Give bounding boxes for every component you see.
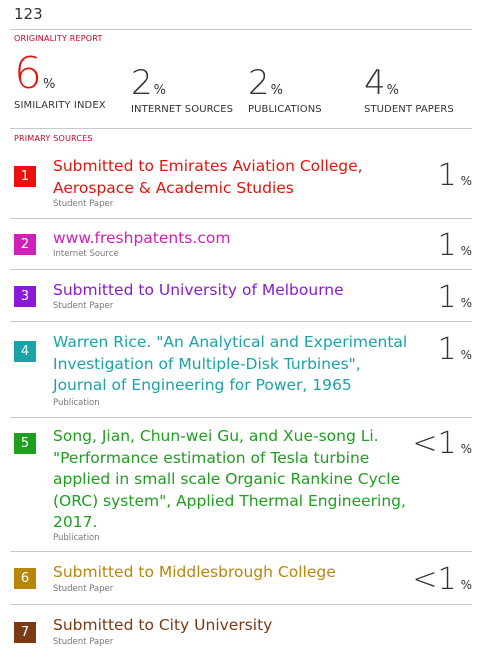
source-percentage: <1 % xyxy=(412,426,472,461)
source-title[interactable]: Warren Rice. "An Analytical and Experime… xyxy=(53,333,408,394)
divider-primary xyxy=(10,128,472,129)
student-papers-value: 4 xyxy=(364,63,386,103)
similarity-index-value: 6 xyxy=(14,48,42,99)
source-type: Student Paper xyxy=(53,199,114,209)
source-title[interactable]: Submitted to University of Melbourne xyxy=(53,281,344,299)
source-type: Student Paper xyxy=(53,584,114,594)
source-type: Publication xyxy=(53,398,100,408)
source-divider xyxy=(10,604,472,605)
source-type: Student Paper xyxy=(53,301,114,311)
source-item-6[interactable]: 6 Submitted to Middlesbrough College Stu… xyxy=(10,552,472,604)
source-percentage-value: <1 xyxy=(412,426,457,461)
source-percentage-value: 1 xyxy=(437,228,457,263)
source-percentage-unit: % xyxy=(460,296,472,310)
publications-value: 2 xyxy=(248,63,270,103)
publications-label: PUBLICATIONS xyxy=(248,104,322,115)
source-percentage: 1 % xyxy=(438,158,473,193)
document-title: 123 xyxy=(14,5,43,23)
source-percentage-value: <1 xyxy=(412,562,457,597)
source-percentage: 1 % xyxy=(438,228,473,263)
stat-value-row: 6 % xyxy=(14,52,106,96)
source-number-badge: 3 xyxy=(14,286,36,307)
source-title[interactable]: www.freshpatents.com xyxy=(53,229,231,247)
source-item-5[interactable]: 5 Song, Jian, Chun-wei Gu, and Xue-song … xyxy=(10,418,472,551)
similarity-index-label: SIMILARITY INDEX xyxy=(14,100,106,111)
divider-top xyxy=(10,29,472,30)
source-percentage-unit: % xyxy=(460,174,472,188)
stat-internet-sources: 2 % INTERNET SOURCES xyxy=(131,66,233,115)
source-item-2[interactable]: 2 www.freshpatents.com Internet Source 1… xyxy=(10,219,472,269)
source-percentage-value: 1 xyxy=(437,332,457,367)
source-type: Student Paper xyxy=(53,637,114,647)
source-item-7[interactable]: 7 Submitted to City University Student P… xyxy=(10,605,472,665)
source-item-4[interactable]: 4 Warren Rice. "An Analytical and Experi… xyxy=(10,322,472,417)
source-percentage-value: 1 xyxy=(437,280,457,315)
student-papers-label: STUDENT PAPERS xyxy=(364,104,454,115)
source-title[interactable]: Submitted to City University xyxy=(53,616,273,634)
source-number-badge: 5 xyxy=(14,433,36,454)
source-percentage: <1 % xyxy=(412,562,472,597)
source-title[interactable]: Song, Jian, Chun-wei Gu, and Xue-song Li… xyxy=(53,427,406,531)
stat-publications: 2 % PUBLICATIONS xyxy=(248,66,322,115)
source-divider xyxy=(10,321,472,322)
primary-sources-heading: PRIMARY SOURCES xyxy=(14,134,93,143)
internet-sources-label: INTERNET SOURCES xyxy=(131,104,234,115)
stat-value-row: 2 % xyxy=(248,66,322,100)
source-divider xyxy=(10,417,472,418)
source-number-badge: 2 xyxy=(14,234,36,255)
stat-value-row: 2 % xyxy=(131,66,233,100)
originality-report-heading: ORIGINALITY REPORT xyxy=(14,34,103,43)
similarity-index-unit: % xyxy=(43,77,56,92)
source-title[interactable]: Submitted to Emirates Aviation College, … xyxy=(53,157,363,197)
source-divider xyxy=(10,269,472,270)
publications-unit: % xyxy=(270,83,283,98)
source-percentage-value: 1 xyxy=(437,158,457,193)
source-title[interactable]: Submitted to Middlesbrough College xyxy=(53,563,336,581)
source-item-3[interactable]: 3 Submitted to University of Melbourne S… xyxy=(10,270,472,320)
source-percentage-unit: % xyxy=(460,578,472,592)
stat-similarity-index: 6 % SIMILARITY INDEX xyxy=(14,52,106,112)
source-number-badge: 1 xyxy=(14,166,36,187)
stat-student-papers: 4 % STUDENT PAPERS xyxy=(364,66,454,115)
source-percentage-unit: % xyxy=(460,442,472,456)
source-percentage: 1 % xyxy=(438,332,473,367)
source-divider xyxy=(10,218,472,219)
source-number-badge: 4 xyxy=(14,341,36,362)
source-type: Publication xyxy=(53,533,100,543)
source-item-1[interactable]: 1 Submitted to Emirates Aviation College… xyxy=(10,148,472,218)
source-type: Internet Source xyxy=(53,249,119,259)
source-number-badge: 7 xyxy=(14,622,36,643)
source-percentage: 1 % xyxy=(438,280,473,315)
source-percentage-unit: % xyxy=(460,244,472,258)
source-percentage-unit: % xyxy=(460,348,472,362)
source-number-badge: 6 xyxy=(14,568,36,589)
source-divider xyxy=(10,551,472,552)
stat-value-row: 4 % xyxy=(364,66,454,100)
internet-sources-value: 2 xyxy=(131,63,153,103)
internet-sources-unit: % xyxy=(153,83,166,98)
student-papers-unit: % xyxy=(386,83,399,98)
